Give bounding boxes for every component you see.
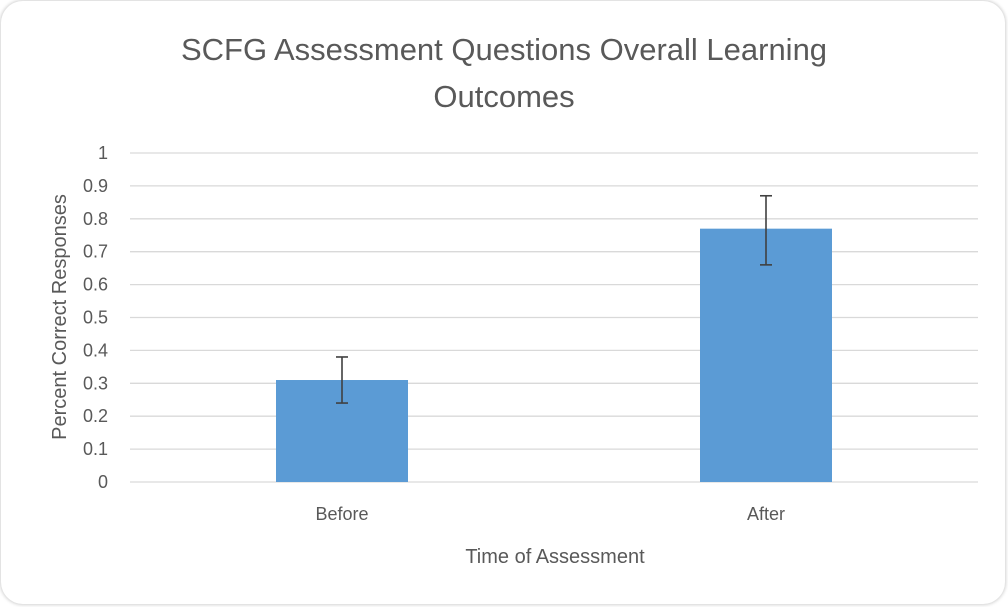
y-tick-label: 0.3	[83, 373, 108, 393]
chart-title-line-2: Outcomes	[433, 79, 575, 114]
y-tick-label: 0.7	[83, 242, 108, 262]
y-tick-label: 1	[98, 143, 108, 163]
chart-title-line-1: SCFG Assessment Questions Overall Learni…	[180, 32, 828, 67]
x-tick-label-before: Before	[315, 504, 368, 524]
x-axis-title: Time of Assessment	[465, 546, 645, 568]
bar-after	[700, 228, 832, 482]
y-tick-label: 0.9	[83, 176, 108, 196]
x-tick-labels: Before After	[315, 504, 785, 524]
y-tick-label: 0.6	[83, 275, 108, 295]
y-tick-labels: 0 0.1 0.2 0.3 0.4 0.5 0.6 0.7 0.8 0.9 1	[83, 143, 108, 492]
y-tick-label: 0	[98, 472, 108, 492]
y-axis-title: Percent Correct Responses	[49, 194, 71, 440]
y-tick-label: 0.2	[83, 406, 108, 426]
x-tick-label-after: After	[747, 504, 785, 524]
gridlines	[130, 152, 978, 483]
y-tick-label: 0.1	[83, 439, 108, 459]
y-tick-label: 0.5	[83, 308, 108, 328]
error-bars	[336, 194, 772, 404]
y-tick-label: 0.8	[83, 209, 108, 229]
y-tick-label: 0.4	[83, 340, 108, 360]
bars	[276, 228, 832, 482]
chart-title: SCFG Assessment Questions Overall Learni…	[0, 26, 1008, 120]
error-bar-after	[760, 194, 772, 266]
error-bar-before	[336, 356, 348, 404]
